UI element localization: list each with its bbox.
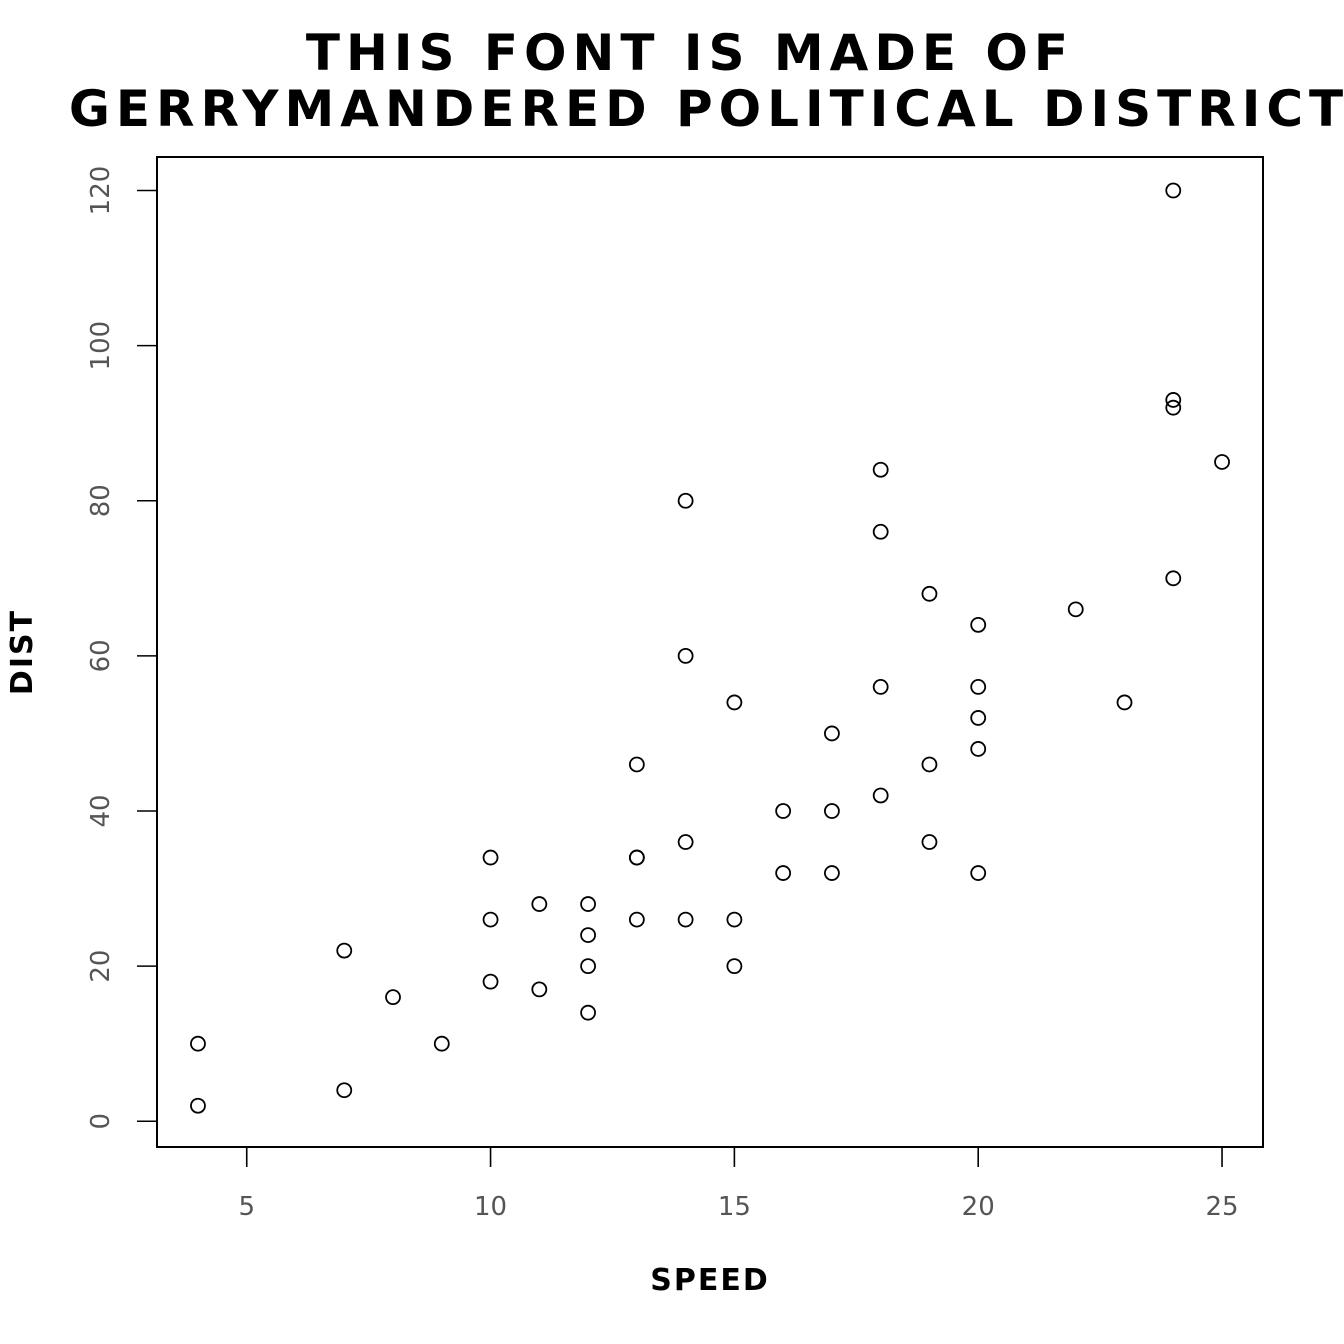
data-point — [580, 1004, 596, 1021]
y-axis-label: DIST — [5, 609, 40, 695]
data-point — [628, 849, 645, 866]
data-point — [970, 741, 987, 757]
data-point — [677, 834, 694, 850]
data-point — [1067, 601, 1084, 618]
data-point — [1214, 454, 1230, 470]
data-point — [775, 865, 792, 881]
data-point — [628, 756, 645, 773]
y-tick-label: 60 — [86, 639, 116, 672]
data-points — [190, 182, 1230, 1114]
data-point — [336, 1082, 353, 1099]
y-tick-label: 20 — [86, 950, 116, 983]
data-point — [921, 834, 938, 850]
data-point — [726, 694, 743, 711]
y-tick-label: 0 — [86, 1113, 116, 1130]
data-point — [1165, 570, 1182, 587]
data-point — [726, 958, 743, 975]
data-point — [580, 896, 596, 912]
data-point — [482, 973, 499, 990]
data-point — [921, 756, 938, 773]
data-point — [385, 989, 401, 1006]
chart-title-line-1: THIS FONT IS MADE OF — [306, 24, 1074, 82]
data-point — [921, 585, 938, 602]
x-axis: 5 10 15 20 25 — [238, 1147, 1239, 1222]
y-tick-label: 80 — [86, 484, 116, 517]
y-tick-label: 100 — [86, 321, 116, 371]
data-point — [872, 679, 889, 695]
x-tick-label: 15 — [718, 1192, 751, 1222]
plot-frame — [156, 156, 1264, 1148]
data-point — [872, 523, 889, 540]
data-point — [970, 679, 987, 695]
data-point — [531, 896, 548, 912]
data-point — [1165, 392, 1182, 408]
data-point — [970, 710, 987, 726]
y-tick-label: 120 — [86, 166, 116, 216]
data-point — [482, 849, 499, 866]
data-point — [1165, 399, 1182, 416]
data-point — [336, 942, 353, 959]
data-point — [580, 958, 596, 975]
data-point — [677, 911, 694, 928]
data-point — [872, 461, 889, 478]
data-point — [775, 803, 792, 819]
data-point — [531, 981, 548, 998]
x-tick-label: 25 — [1205, 1192, 1238, 1222]
y-axis: 0 20 40 60 80 100 120 — [86, 166, 157, 1130]
data-point — [824, 725, 840, 742]
data-point — [580, 927, 596, 944]
x-axis-label: SPEED — [650, 1263, 769, 1298]
data-point — [726, 911, 743, 928]
x-tick-label: 10 — [474, 1192, 507, 1222]
data-point — [433, 1035, 450, 1052]
data-point — [677, 492, 694, 509]
data-point — [824, 865, 840, 881]
x-tick-label: 5 — [238, 1192, 255, 1222]
data-point — [1165, 182, 1182, 199]
data-point — [190, 1097, 206, 1114]
x-tick-label: 20 — [962, 1192, 995, 1222]
data-point — [628, 911, 645, 928]
data-point — [970, 616, 987, 633]
data-point — [824, 803, 840, 819]
data-point — [482, 911, 499, 928]
data-point — [677, 647, 694, 664]
chart-title-line-2: GERRYMANDERED POLITICAL DISTRICTS — [69, 80, 1344, 138]
data-point — [970, 865, 987, 881]
data-point — [872, 787, 889, 804]
data-point — [190, 1035, 206, 1052]
data-point — [1116, 694, 1133, 711]
y-tick-label: 40 — [86, 794, 116, 827]
